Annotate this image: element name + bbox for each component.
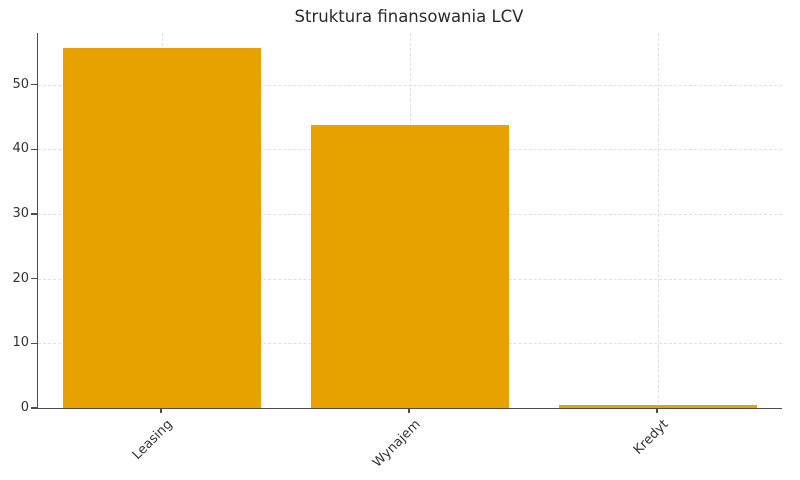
y-tick-label-0: 0: [20, 400, 29, 415]
y-tick-40: [31, 148, 37, 151]
y-tick-label-10: 10: [12, 335, 29, 351]
y-tick-label-50: 50: [12, 76, 29, 92]
x-tick-leasing: [160, 408, 162, 413]
bar-wynajem: [310, 124, 510, 408]
x-tick-label-wynajem: Wynajem: [369, 417, 424, 471]
bar-kredyt: [558, 404, 758, 408]
x-tick-kredyt: [656, 408, 658, 413]
y-tick-20: [31, 277, 37, 280]
plot-area: [37, 33, 782, 409]
x-tick-label-kredyt: Kredyt: [630, 417, 672, 458]
y-tick-0: [31, 407, 37, 409]
y-tick-30: [31, 213, 37, 215]
y-tick-label-30: 30: [12, 206, 29, 222]
x-tick-label-leasing: Leasing: [129, 417, 176, 463]
y-tick-50: [31, 83, 37, 86]
y-tick-10: [31, 342, 37, 345]
x-tick-wynajem: [408, 408, 410, 413]
y-tick-label-20: 20: [12, 270, 29, 286]
y-tick-label-40: 40: [12, 141, 29, 157]
x-gridline-kredyt: [658, 33, 659, 408]
bar-leasing: [62, 47, 262, 408]
chart-title: Struktura finansowania LCV: [294, 7, 524, 26]
